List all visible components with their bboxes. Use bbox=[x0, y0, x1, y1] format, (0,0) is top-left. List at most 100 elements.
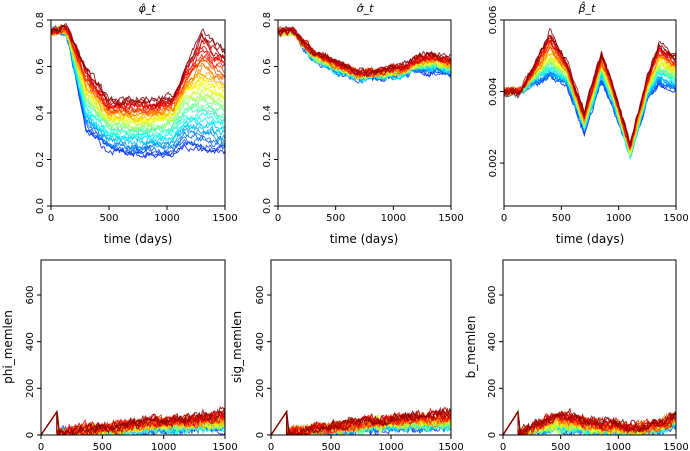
panel-title: σ̂_t bbox=[357, 2, 374, 15]
series-line bbox=[41, 410, 225, 435]
tick-layer: 0 500 1000 1500 0 200 400 600 bbox=[255, 285, 464, 451]
tick-layer: 0 500 1000 1500 0.0 0.2 0.4 0.6 0.8 bbox=[262, 12, 464, 224]
x-tick-label: 0 bbox=[48, 213, 54, 224]
y-tick-label: 400 bbox=[487, 332, 498, 351]
y-tick-label: 400 bbox=[25, 332, 36, 351]
tick-layer: 0 500 1000 1500 0.002 0.004 0.006 bbox=[488, 6, 689, 224]
panel-sig-memlen: 0 500 1000 1500 0 200 400 600 sig_memlen bbox=[230, 259, 464, 451]
x-tick-label: 1500 bbox=[663, 213, 688, 224]
y-tick-label: 600 bbox=[255, 285, 266, 304]
series-line bbox=[41, 409, 225, 435]
y-axis-label: b_memlen bbox=[464, 316, 478, 379]
y-tick-label: 0 bbox=[25, 432, 36, 438]
x-tick-label: 500 bbox=[551, 442, 570, 451]
y-tick-label: 200 bbox=[255, 379, 266, 398]
x-tick-label: 0 bbox=[500, 442, 506, 451]
panel-phi-memlen: 0 500 1000 1500 0 200 400 600 phi_memlen bbox=[1, 259, 238, 451]
y-axis-label: sig_memlen bbox=[230, 311, 244, 383]
series-line bbox=[278, 28, 451, 76]
y-tick-label: 0.2 bbox=[35, 152, 46, 168]
y-tick-label: 0 bbox=[255, 432, 266, 438]
series-line bbox=[503, 407, 676, 435]
x-axis-label: time (days) bbox=[556, 232, 625, 246]
y-tick-label: 200 bbox=[25, 379, 36, 398]
plot-frame bbox=[270, 259, 452, 436]
x-tick-label: 1500 bbox=[663, 442, 688, 451]
ramp-line bbox=[41, 409, 61, 435]
x-tick-label: 0 bbox=[501, 213, 507, 224]
panel-title: φ̂_t bbox=[138, 2, 156, 15]
series-line bbox=[41, 408, 225, 435]
series-line bbox=[271, 410, 451, 435]
x-tick-label: 500 bbox=[552, 213, 571, 224]
y-tick-label: 600 bbox=[25, 285, 36, 304]
series-line bbox=[51, 27, 225, 113]
x-tick-label: 0 bbox=[38, 442, 44, 451]
y-tick-label: 0.004 bbox=[488, 77, 499, 106]
series-layer bbox=[504, 27, 676, 161]
panel-title: β̂_t bbox=[578, 1, 597, 15]
y-tick-label: 0.2 bbox=[262, 152, 273, 168]
x-tick-label: 1500 bbox=[438, 442, 463, 451]
x-tick-label: 1500 bbox=[212, 442, 237, 451]
x-tick-label: 1500 bbox=[212, 213, 237, 224]
y-tick-label: 0.4 bbox=[262, 105, 273, 121]
ramp-line bbox=[503, 409, 521, 435]
y-tick-label: 0.8 bbox=[35, 12, 46, 28]
panel-phi-hat: φ̂_t 0 500 1000 1500 0.0 0.2 0.4 0.6 0.8 time (d… bbox=[35, 2, 238, 246]
y-tick-label: 0.8 bbox=[262, 12, 273, 28]
y-tick-label: 0.6 bbox=[262, 59, 273, 75]
panel-beta-hat: β̂_t 0 500 1000 1500 0.002 0.004 0.006 time (d… bbox=[488, 1, 689, 246]
y-tick-label: 0.006 bbox=[488, 6, 499, 35]
y-tick-label: 0.0 bbox=[35, 198, 46, 214]
series-line bbox=[51, 28, 225, 118]
x-tick-label: 500 bbox=[93, 442, 112, 451]
series-line bbox=[503, 410, 676, 435]
x-tick-label: 1000 bbox=[606, 213, 631, 224]
series-layer bbox=[51, 23, 225, 159]
plot-frame bbox=[502, 259, 677, 436]
series-line bbox=[41, 407, 225, 435]
x-tick-label: 1000 bbox=[151, 442, 176, 451]
series-line bbox=[51, 27, 225, 158]
ramp-line bbox=[271, 409, 290, 435]
series-line bbox=[504, 27, 676, 146]
y-tick-label: 200 bbox=[487, 379, 498, 398]
y-tick-label: 400 bbox=[255, 332, 266, 351]
series-layer bbox=[278, 25, 451, 84]
x-tick-label: 1000 bbox=[378, 442, 403, 451]
series-layer bbox=[271, 406, 451, 435]
x-tick-label: 1000 bbox=[154, 213, 179, 224]
series-layer bbox=[41, 406, 225, 435]
y-tick-label: 0.0 bbox=[262, 198, 273, 214]
x-tick-label: 1000 bbox=[381, 213, 406, 224]
y-tick-label: 0.4 bbox=[35, 105, 46, 121]
series-line bbox=[51, 26, 225, 127]
plot-frame bbox=[40, 259, 226, 436]
plot-frame bbox=[503, 19, 677, 207]
tick-layer: 0 500 1000 1500 0.0 0.2 0.4 0.6 0.8 bbox=[35, 12, 238, 224]
y-axis-label: phi_memlen bbox=[1, 310, 15, 384]
series-layer bbox=[503, 407, 676, 435]
tick-layer: 0 500 1000 1500 0 200 400 600 bbox=[487, 285, 689, 451]
series-line bbox=[51, 24, 225, 119]
y-tick-label: 0.002 bbox=[488, 149, 499, 178]
series-line bbox=[51, 27, 225, 122]
x-axis-label: time (days) bbox=[104, 232, 173, 246]
panel-sigma-hat: σ̂_t 0 500 1000 1500 0.0 0.2 0.4 0.6 0.8 time (d… bbox=[262, 2, 464, 246]
panel-b-memlen: 0 500 1000 1500 0 200 400 600 b_memlen bbox=[464, 259, 689, 451]
series-line bbox=[51, 25, 225, 107]
tick-layer: 0 500 1000 1500 0 200 400 600 bbox=[25, 285, 238, 451]
x-tick-label: 1000 bbox=[606, 442, 631, 451]
x-tick-label: 0 bbox=[268, 442, 274, 451]
x-tick-label: 500 bbox=[321, 442, 340, 451]
y-tick-label: 0.6 bbox=[35, 59, 46, 75]
y-tick-label: 0 bbox=[487, 432, 498, 438]
x-tick-label: 500 bbox=[326, 213, 345, 224]
series-line bbox=[51, 24, 225, 104]
x-tick-label: 1500 bbox=[438, 213, 463, 224]
x-tick-label: 500 bbox=[99, 213, 118, 224]
series-line bbox=[271, 406, 451, 435]
